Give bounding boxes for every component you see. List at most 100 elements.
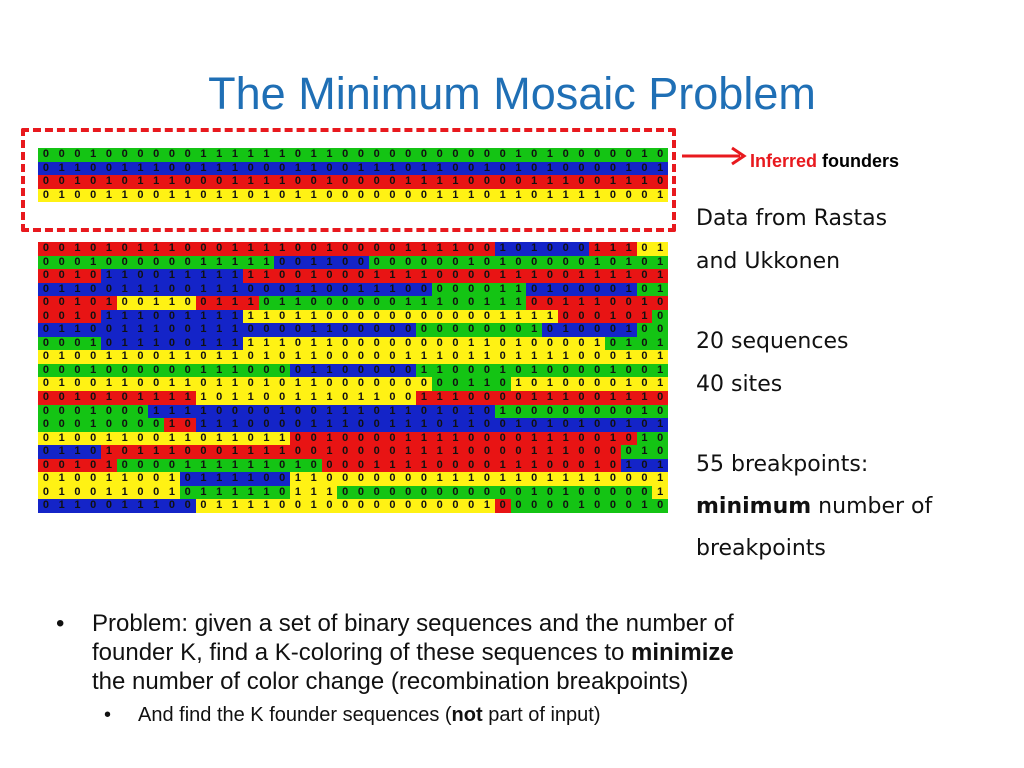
sequence-cell: 1 <box>384 269 401 283</box>
sequence-cell: 0 <box>589 282 605 297</box>
sequence-cell: 0 <box>69 485 86 500</box>
sequence-cell: 1 <box>652 377 668 392</box>
founder-cell: 1 <box>510 148 527 162</box>
sequence-cell: 0 <box>353 336 369 351</box>
sequence-cell: 1 <box>510 377 527 392</box>
sequence-cell: 0 <box>69 363 86 378</box>
sequence-cell: 0 <box>132 269 149 283</box>
sequence-cell: 0 <box>542 269 558 283</box>
sequence-cell: 0 <box>353 485 369 500</box>
sequence-cell: 1 <box>510 350 527 364</box>
sequence-cell: 0 <box>431 499 448 513</box>
founder-cell: 0 <box>101 161 117 176</box>
founder-cell: 0 <box>494 161 511 176</box>
sequence-cell: 1 <box>258 350 275 364</box>
sequence-cell: 1 <box>211 418 227 432</box>
sequence-cell: 1 <box>227 282 243 297</box>
sequence-cell: 0 <box>494 323 511 337</box>
founder-cell: 0 <box>416 148 432 162</box>
sequence-cell: 0 <box>463 242 479 256</box>
sequence-cell: 1 <box>479 296 495 310</box>
sequence-cell: 0 <box>148 350 164 364</box>
sequence-cell: 0 <box>148 255 164 270</box>
sequence-cell: 0 <box>69 404 86 419</box>
sequence-cell: 1 <box>494 269 511 283</box>
sequence-cell: 1 <box>589 458 605 473</box>
sequence-cell: 0 <box>353 323 369 337</box>
sequence-cell: 1 <box>321 431 338 446</box>
sequence-cell: 0 <box>290 418 306 432</box>
founder-cell: 0 <box>38 161 54 176</box>
sequence-cell: 0 <box>321 472 338 486</box>
founder-cell: 1 <box>132 161 149 176</box>
sequence-cell: 0 <box>164 458 180 473</box>
founder-cell: 1 <box>227 148 243 162</box>
sequence-cell: 1 <box>652 418 668 432</box>
sequence-cell: 0 <box>400 472 416 486</box>
sequence-cell: 1 <box>494 296 511 310</box>
minimum-word: minimum <box>696 494 812 519</box>
sequences-count: 20 sequences <box>696 329 849 354</box>
sequence-cell: 1 <box>526 445 542 459</box>
founder-cell: 1 <box>416 161 432 176</box>
sequence-cell: 0 <box>447 350 464 364</box>
founder-cell: 1 <box>589 188 605 203</box>
sequence-cell: 0 <box>526 404 542 419</box>
sequence-cell: 1 <box>195 404 212 419</box>
sequence-cell: 0 <box>85 499 101 513</box>
sequence-cell: 0 <box>368 242 385 256</box>
sequence-cell: 1 <box>227 242 243 256</box>
sequence-cell: 1 <box>494 363 511 378</box>
sequence-cell: 1 <box>53 350 70 364</box>
bullet-list: • Problem: given a set of binary sequenc… <box>52 609 1012 728</box>
sequence-cell: 1 <box>542 377 558 392</box>
sequence-cell: 0 <box>494 445 511 459</box>
sequence-cell: 0 <box>258 418 275 432</box>
sequence-cell: 1 <box>526 309 542 324</box>
sequence-cell: 0 <box>620 472 637 486</box>
sequence-cell: 1 <box>227 445 243 459</box>
sequence-cell: 0 <box>526 336 542 351</box>
sequence-cell: 0 <box>652 404 668 419</box>
sequence-cell: 1 <box>416 418 432 432</box>
sequence-cell: 0 <box>164 323 180 337</box>
founder-cell: 1 <box>227 161 243 176</box>
sequence-cell: 0 <box>620 309 637 324</box>
sequence-cell: 1 <box>400 269 416 283</box>
sequence-cell: 1 <box>164 445 180 459</box>
breakpoints-count: 55 breakpoints: <box>696 452 869 477</box>
founder-cell: 1 <box>85 148 101 162</box>
sequence-cell: 0 <box>400 377 416 392</box>
sequence-cell: 0 <box>494 336 511 351</box>
sequence-cell: 1 <box>431 445 448 459</box>
sequence-cell: 1 <box>258 377 275 392</box>
sequence-cell: 1 <box>148 296 164 310</box>
founder-cell: 1 <box>69 175 86 189</box>
founder-cell: 0 <box>274 161 290 176</box>
inferred-word: Inferred <box>750 151 818 171</box>
sequence-cell: 1 <box>179 458 196 473</box>
sequence-cell: 0 <box>164 336 180 351</box>
sequence-cell: 0 <box>479 472 495 486</box>
founder-cell: 0 <box>53 148 70 162</box>
sequence-cell: 0 <box>636 255 653 270</box>
sequence-cell: 1 <box>164 269 180 283</box>
sequence-cell: 0 <box>463 269 479 283</box>
sequence-cell: 0 <box>337 377 353 392</box>
sequence-cell: 1 <box>589 242 605 256</box>
sequence-cell: 1 <box>305 391 322 405</box>
founder-cell: 0 <box>589 175 605 189</box>
sequence-cell: 1 <box>148 282 164 297</box>
sequence-cell: 1 <box>227 255 243 270</box>
founder-cell: 1 <box>69 161 86 176</box>
founder-cell: 0 <box>353 148 369 162</box>
founders-word: founders <box>817 151 900 171</box>
sequence-cell: 1 <box>652 242 668 256</box>
sequence-cell: 1 <box>416 431 432 446</box>
sequence-cell: 1 <box>132 282 149 297</box>
